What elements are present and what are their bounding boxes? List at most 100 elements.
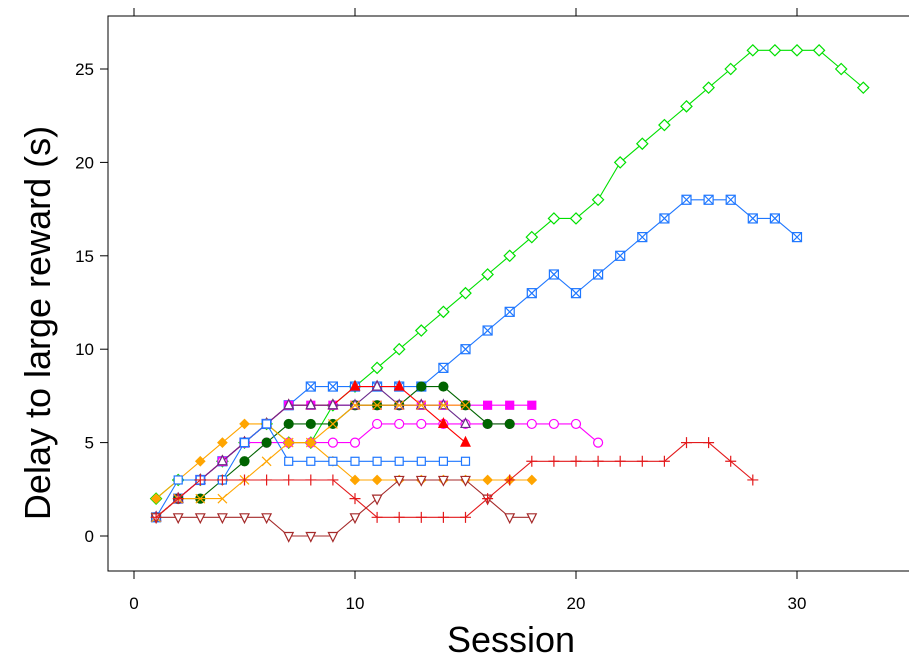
data-point <box>392 342 406 356</box>
data-point <box>615 250 626 261</box>
data-point <box>305 531 317 543</box>
data-point <box>239 456 250 467</box>
data-point <box>173 475 183 485</box>
data-point <box>415 398 427 410</box>
data-point <box>284 456 294 466</box>
data-point <box>483 400 493 410</box>
data-point <box>371 494 383 506</box>
y-tick-label: 10 <box>75 340 94 359</box>
data-point <box>725 194 736 205</box>
data-point <box>394 418 405 430</box>
data-point <box>349 379 361 391</box>
x-axis: 0 10 20 30 <box>129 8 806 613</box>
data-point <box>592 269 604 280</box>
series-9 <box>151 419 471 522</box>
data-point <box>350 456 360 466</box>
data-point <box>482 418 493 430</box>
series-line <box>156 479 532 537</box>
data-point <box>327 474 339 486</box>
data-point <box>416 418 427 430</box>
data-point <box>393 379 405 391</box>
data-point <box>371 511 383 523</box>
data-point <box>437 305 450 319</box>
data-point <box>460 417 471 429</box>
data-point <box>416 456 426 466</box>
data-point <box>460 511 471 523</box>
data-point <box>790 43 804 57</box>
data-point <box>548 269 560 280</box>
data-point <box>327 437 338 448</box>
y-tick-label: 20 <box>75 153 94 172</box>
data-point <box>527 400 537 410</box>
data-point <box>349 474 361 486</box>
data-point <box>283 531 295 543</box>
data-point <box>327 531 339 543</box>
series-2 <box>151 194 803 523</box>
data-point <box>239 418 250 430</box>
data-point <box>305 437 316 448</box>
data-point <box>548 418 560 430</box>
data-point <box>262 419 272 429</box>
data-point <box>526 288 537 299</box>
data-point <box>372 418 383 430</box>
plot-frame <box>107 15 909 572</box>
data-point <box>194 474 206 486</box>
data-point <box>216 513 228 525</box>
data-point <box>658 455 670 467</box>
data-point <box>482 493 494 505</box>
data-point <box>261 456 272 467</box>
data-point <box>438 400 449 411</box>
data-point <box>570 288 582 299</box>
data-point <box>305 398 317 410</box>
data-point <box>482 325 493 336</box>
x-tick-label: 0 <box>129 594 138 613</box>
data-point <box>481 268 494 281</box>
y-tick-label: 0 <box>85 527 94 546</box>
data-point <box>394 400 405 411</box>
data-point <box>526 418 537 430</box>
data-point <box>261 437 272 448</box>
data-point <box>769 213 781 224</box>
data-point <box>658 118 671 132</box>
data-point <box>305 418 316 430</box>
data-point <box>283 474 295 486</box>
data-point <box>327 398 339 410</box>
data-point <box>526 455 538 467</box>
data-point <box>614 455 626 467</box>
data-point <box>415 475 427 487</box>
y-tick-label: 15 <box>75 247 94 266</box>
data-point <box>505 400 515 410</box>
data-point <box>372 400 383 411</box>
data-point <box>460 400 471 411</box>
data-point <box>172 513 184 525</box>
data-point <box>592 437 604 448</box>
data-point <box>349 493 361 505</box>
data-point <box>724 62 738 76</box>
data-point <box>460 344 471 355</box>
data-point <box>216 454 228 466</box>
data-point <box>569 212 583 225</box>
data-point <box>636 455 648 467</box>
y-axis-title: Delay to large reward (s) <box>17 126 58 520</box>
data-point <box>261 474 273 486</box>
data-point <box>370 361 384 375</box>
data-point <box>150 493 162 504</box>
series-line <box>155 442 754 518</box>
data-point <box>394 456 404 466</box>
data-point <box>438 362 449 373</box>
data-point <box>482 474 493 486</box>
data-point <box>438 456 448 466</box>
data-point <box>416 400 427 411</box>
data-point <box>305 474 317 486</box>
data-point <box>812 43 826 57</box>
data-point <box>637 232 648 243</box>
data-point <box>703 437 715 449</box>
data-point <box>460 475 471 487</box>
data-point <box>635 137 649 151</box>
data-point <box>503 249 517 263</box>
data-point <box>349 437 361 448</box>
data-point <box>194 455 206 467</box>
data-point <box>283 418 294 430</box>
data-point <box>372 456 382 466</box>
